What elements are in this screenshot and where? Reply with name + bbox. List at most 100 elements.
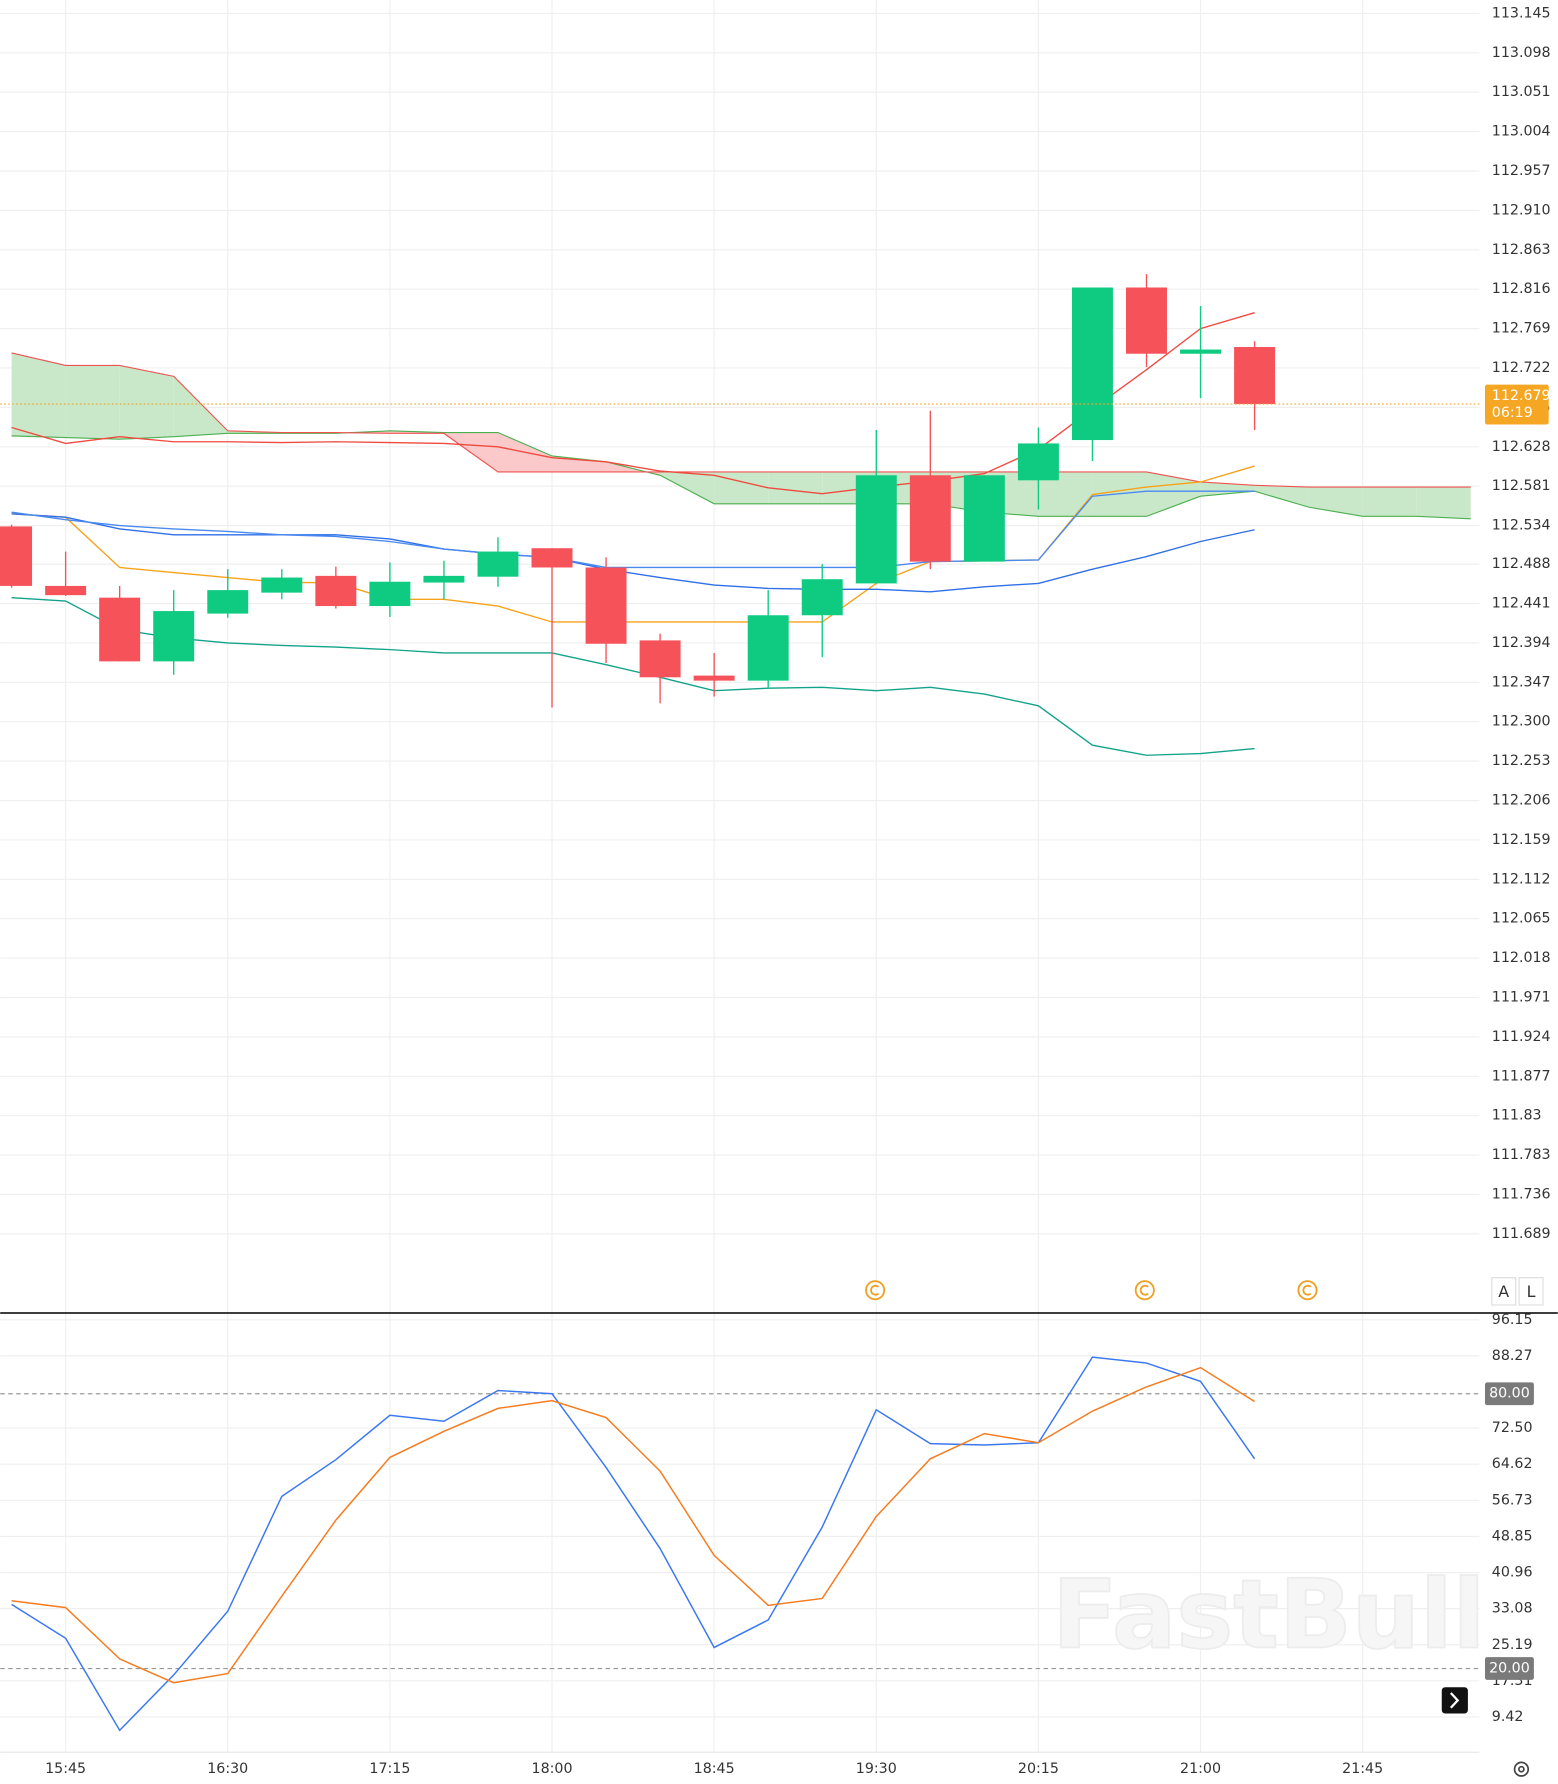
y-tick-label: 112.441 [1492, 596, 1551, 612]
cloud-span-a [11, 430, 1471, 520]
scale-button-label[interactable]: A [1498, 1282, 1509, 1301]
cloud-fill [1200, 481, 1255, 497]
candle-body [531, 548, 573, 568]
x-tick-label: 17:15 [369, 1761, 410, 1777]
candle-body [477, 551, 519, 577]
y-tick-label: 111.83 [1492, 1108, 1542, 1124]
watermark: FastBull [1052, 1559, 1485, 1671]
candle-body [153, 611, 195, 662]
y-tick-label: 9.42 [1492, 1709, 1524, 1725]
y-tick-label: 112.112 [1492, 871, 1551, 887]
indicator-line [11, 513, 1255, 593]
scale-button-label[interactable]: L [1527, 1282, 1536, 1301]
indicator-line [11, 490, 1255, 569]
candle-body [1017, 443, 1059, 481]
candle-body [0, 526, 33, 586]
y-tick-label: 112.347 [1492, 674, 1551, 690]
cloud-fill [660, 471, 715, 504]
y-tick-label: 112.722 [1492, 360, 1551, 376]
y-tick-label: 112.816 [1492, 281, 1551, 297]
y-tick-label: 111.689 [1492, 1226, 1551, 1242]
y-tick-label: 113.098 [1492, 45, 1551, 61]
cloud-fill [119, 365, 174, 440]
x-tick-label: 21:00 [1180, 1761, 1221, 1777]
y-tick-label: 56.73 [1492, 1492, 1533, 1508]
y-tick-label: 112.488 [1492, 556, 1551, 572]
y-tick-label: 112.394 [1492, 635, 1551, 651]
candle-body [639, 640, 681, 678]
y-tick-label: 96.15 [1492, 1312, 1533, 1328]
candle-body [207, 590, 249, 614]
scale-button[interactable]: L [1518, 1277, 1544, 1306]
x-tick-label: 15:45 [45, 1761, 86, 1777]
candle-body [423, 575, 465, 583]
cloud-fill [65, 365, 120, 440]
oscillator-line [11, 1366, 1255, 1684]
y-tick-label: 88.27 [1492, 1348, 1533, 1364]
last-price-label: 112.679 [1492, 388, 1551, 404]
event-icon [865, 1280, 886, 1301]
candle-body [261, 577, 303, 593]
x-tick-label: 20:15 [1018, 1761, 1059, 1777]
cloud-fill [1254, 485, 1309, 508]
y-tick-label: 113.051 [1492, 84, 1551, 100]
candle-body [963, 475, 1005, 562]
y-tick-label: 33.08 [1492, 1601, 1533, 1617]
scroll-button[interactable] [1441, 1687, 1468, 1714]
candle-body [1180, 349, 1222, 354]
candle-body [45, 585, 87, 596]
event-icon [1134, 1280, 1155, 1301]
event-icon [1297, 1280, 1318, 1301]
y-tick-label: 113.004 [1492, 124, 1551, 140]
y-tick-label: 64.62 [1492, 1456, 1533, 1472]
y-tick-label: 113.145 [1492, 5, 1551, 21]
plot [0, 274, 1480, 1732]
candle-body [747, 615, 789, 681]
candle-body [693, 675, 735, 681]
y-tick-label: 112.910 [1492, 202, 1551, 218]
y-tick-label: 40.96 [1492, 1565, 1533, 1581]
y-tick-label: 112.300 [1492, 714, 1551, 730]
x-tick-label: 21:45 [1342, 1761, 1383, 1777]
candle-body [369, 581, 411, 607]
cloud-fill [1416, 487, 1471, 519]
indicator-line [11, 312, 1255, 495]
event-icons [865, 1280, 1318, 1301]
y-tick-label: 112.581 [1492, 478, 1551, 494]
y-tick-label: 111.971 [1492, 989, 1551, 1005]
scale-button[interactable]: A [1491, 1277, 1517, 1306]
countdown-label: 06:19 [1492, 405, 1533, 421]
oscillator-line [11, 1356, 1256, 1732]
x-tick-label: 18:45 [694, 1761, 735, 1777]
y-tick-label: 72.50 [1492, 1420, 1533, 1436]
y-tick-label: 112.253 [1492, 753, 1551, 769]
settings-icon[interactable] [1513, 1761, 1530, 1777]
level-box [1484, 1382, 1534, 1406]
cloud-fill [768, 471, 823, 504]
cloud-fill [1038, 471, 1093, 517]
candle-body [909, 475, 951, 562]
x-tick-label: 18:00 [532, 1761, 573, 1777]
y-tick-label: 112.863 [1492, 242, 1551, 258]
level-box [1484, 1657, 1534, 1680]
y-tick-label: 111.783 [1492, 1147, 1551, 1163]
y-tick-label: 112.769 [1492, 321, 1551, 337]
cloud-fill [173, 376, 228, 437]
y-tick-label: 112.159 [1492, 832, 1551, 848]
x-tick-label: 19:30 [856, 1761, 897, 1777]
y-tick-label: 112.957 [1492, 163, 1551, 179]
candle-body [1126, 287, 1167, 354]
y-tick-label: 112.206 [1492, 793, 1551, 809]
x-tick-label: 16:30 [207, 1761, 248, 1777]
candle-body [99, 597, 141, 662]
level-label: 80.00 [1489, 1386, 1530, 1402]
candle-body [315, 575, 357, 607]
y-tick-label: 112.628 [1492, 439, 1551, 455]
level-label: 20.00 [1489, 1661, 1530, 1677]
y-tick-label: 112.018 [1492, 950, 1551, 966]
y-tick-label: 112.065 [1492, 911, 1551, 927]
cloud-fill [552, 455, 607, 472]
indicator-line [11, 596, 1255, 756]
